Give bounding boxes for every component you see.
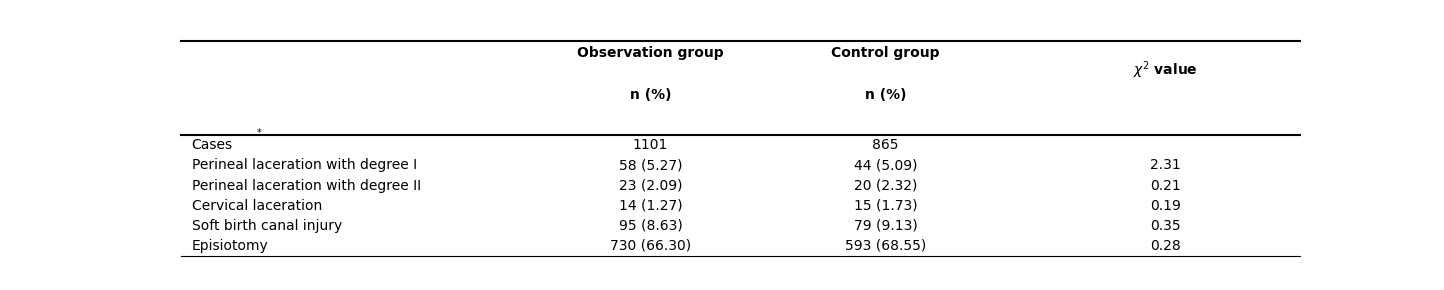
Text: Cases: Cases xyxy=(192,138,232,152)
Text: 23 (2.09): 23 (2.09) xyxy=(619,179,682,193)
Text: Observation group: Observation group xyxy=(578,46,723,60)
Text: $\chi^2$ value: $\chi^2$ value xyxy=(1134,60,1197,81)
Text: 0.35: 0.35 xyxy=(1149,219,1181,233)
Text: 1101: 1101 xyxy=(632,138,669,152)
Text: 0.19: 0.19 xyxy=(1149,199,1181,213)
Text: 730 (66.30): 730 (66.30) xyxy=(609,239,692,253)
Text: *: * xyxy=(257,128,261,138)
Text: 44 (5.09): 44 (5.09) xyxy=(853,158,917,173)
Text: 2.31: 2.31 xyxy=(1149,158,1181,173)
Text: Perineal laceration with degree I: Perineal laceration with degree I xyxy=(192,158,417,173)
Text: Cervical laceration: Cervical laceration xyxy=(192,199,322,213)
Text: 865: 865 xyxy=(872,138,898,152)
Text: Control group: Control group xyxy=(832,46,940,60)
Text: 58 (5.27): 58 (5.27) xyxy=(619,158,682,173)
Text: 15 (1.73): 15 (1.73) xyxy=(853,199,917,213)
Text: 95 (8.63): 95 (8.63) xyxy=(618,219,683,233)
Text: n (%): n (%) xyxy=(630,88,671,102)
Text: 20 (2.32): 20 (2.32) xyxy=(853,179,917,193)
Text: 14 (1.27): 14 (1.27) xyxy=(618,199,683,213)
Text: Episiotomy: Episiotomy xyxy=(192,239,269,253)
Text: 0.28: 0.28 xyxy=(1149,239,1181,253)
Text: Perineal laceration with degree II: Perineal laceration with degree II xyxy=(192,179,420,193)
Text: n (%): n (%) xyxy=(865,88,907,102)
Text: 0.21: 0.21 xyxy=(1149,179,1181,193)
Text: 593 (68.55): 593 (68.55) xyxy=(845,239,926,253)
Text: 79 (9.13): 79 (9.13) xyxy=(853,219,917,233)
Text: Soft birth canal injury: Soft birth canal injury xyxy=(192,219,342,233)
